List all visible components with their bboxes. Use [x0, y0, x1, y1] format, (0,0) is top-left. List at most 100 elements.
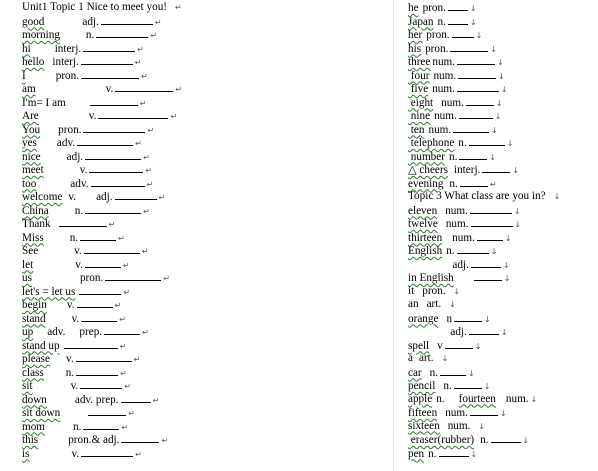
answer-blank[interactable] — [468, 325, 499, 335]
answer-blank[interactable] — [63, 339, 118, 349]
answer-blank[interactable] — [458, 69, 497, 79]
answer-blank[interactable] — [469, 204, 512, 214]
answer-blank[interactable] — [473, 271, 502, 281]
answer-blank[interactable] — [453, 123, 490, 133]
answer-blank[interactable] — [459, 177, 488, 187]
answer-blank[interactable] — [80, 231, 117, 241]
answer-blank[interactable] — [120, 393, 151, 403]
vocab-word: Are — [22, 110, 39, 122]
part-of-speech: v. — [79, 164, 88, 176]
vocab-word: class — [22, 366, 44, 379]
answer-blank[interactable] — [76, 298, 113, 308]
vocab-row: twelve num. ↓ — [408, 217, 588, 231]
part-of-speech: num. — [433, 69, 457, 82]
answer-blank[interactable] — [465, 96, 494, 106]
answer-blank[interactable] — [469, 406, 498, 416]
part-of-speech: n. — [458, 137, 467, 149]
paragraph-mark-icon: ↓ — [512, 166, 520, 175]
answer-blank[interactable] — [470, 258, 501, 268]
paragraph-mark-icon: ↓ — [504, 233, 512, 243]
answer-blank[interactable] — [76, 366, 119, 376]
answer-blank[interactable] — [75, 352, 132, 362]
answer-blank[interactable] — [447, 15, 468, 25]
vocab-row: number n. ↓ — [408, 150, 588, 164]
answer-blank[interactable] — [468, 136, 505, 146]
vocab-word: pen — [408, 447, 425, 460]
answer-blank[interactable] — [83, 123, 146, 133]
answer-blank[interactable] — [85, 204, 142, 214]
vocab-word: Miss — [22, 231, 44, 244]
answer-blank[interactable] — [58, 217, 107, 227]
answer-blank[interactable] — [115, 82, 174, 92]
vocab-row: three num. ↓ — [408, 55, 588, 69]
paragraph-mark-icon: ↵ — [143, 206, 150, 216]
answer-blank[interactable] — [81, 69, 140, 79]
answer-blank[interactable] — [470, 217, 513, 227]
answer-blank[interactable] — [490, 433, 521, 443]
vocab-word: is — [22, 447, 30, 460]
vocab-word — [408, 326, 430, 340]
vocab-row: mom n. ↵ — [22, 420, 202, 434]
answer-blank[interactable] — [438, 447, 469, 457]
vocab-word: begin — [22, 299, 47, 311]
paragraph-mark-icon: ↵ — [147, 125, 155, 135]
answer-blank[interactable] — [456, 244, 489, 254]
answer-blank[interactable] — [450, 42, 489, 52]
paragraph-mark-icon: ↵ — [142, 328, 149, 337]
answer-blank[interactable] — [121, 433, 160, 443]
answer-blank[interactable] — [114, 190, 157, 200]
answer-blank[interactable] — [456, 82, 499, 92]
answer-blank[interactable] — [79, 285, 122, 295]
answer-blank[interactable] — [85, 150, 142, 160]
answer-blank[interactable] — [104, 325, 141, 335]
answer-blank[interactable] — [96, 28, 149, 38]
vocab-row: it pron. ↓ — [408, 285, 588, 299]
answer-blank[interactable] — [83, 42, 136, 52]
answer-blank[interactable] — [451, 28, 474, 38]
answer-blank[interactable] — [81, 312, 118, 322]
vocab-row: class n. ↵ — [22, 366, 202, 380]
vocab-word: ten — [408, 123, 425, 136]
answer-blank[interactable] — [444, 339, 473, 349]
vocab-row: stand up ↵ — [22, 339, 202, 353]
answer-blank[interactable] — [458, 109, 493, 119]
paragraph-mark-icon: ↓ — [513, 206, 521, 216]
answer-blank[interactable] — [476, 231, 503, 241]
paragraph-mark-icon: ↓ — [498, 71, 505, 81]
paragraph-mark-icon: ↓ — [470, 449, 478, 459]
vocab-word: nice — [22, 150, 41, 163]
vocab-word: please — [22, 353, 50, 365]
answer-blank[interactable] — [453, 379, 482, 389]
part-of-speech: art. — [426, 298, 442, 310]
answer-blank[interactable] — [447, 1, 468, 11]
answer-blank[interactable] — [77, 136, 134, 146]
part-of-speech: n. — [436, 392, 445, 405]
answer-blank[interactable] — [88, 406, 127, 416]
answer-blank[interactable] — [83, 420, 120, 430]
answer-blank[interactable] — [98, 109, 169, 119]
answer-blank[interactable] — [84, 258, 121, 268]
answer-blank[interactable] — [459, 150, 488, 160]
answer-blank[interactable] — [81, 447, 134, 457]
answer-blank[interactable] — [457, 55, 496, 65]
answer-blank[interactable] — [454, 312, 483, 322]
answer-blank[interactable] — [80, 379, 123, 389]
paragraph-mark-icon: ↓ — [530, 394, 538, 404]
answer-blank[interactable] — [89, 163, 144, 173]
vocab-row: adj. ↓ — [408, 258, 588, 272]
vocab-row: meet v. ↵ — [22, 163, 202, 177]
answer-blank[interactable] — [482, 163, 511, 173]
answer-blank[interactable] — [80, 55, 133, 65]
answer-blank[interactable] — [105, 271, 162, 281]
vocab-word: See — [22, 245, 39, 257]
vocab-word: welcome — [22, 191, 63, 203]
answer-blank[interactable] — [100, 15, 153, 25]
vocab-row: her pron. ↓ — [408, 28, 588, 42]
answer-blank[interactable] — [90, 177, 145, 187]
answer-blank[interactable] — [83, 244, 140, 254]
vocab-row: English n. ↓ — [408, 244, 588, 258]
answer-blank[interactable] — [440, 366, 467, 376]
answer-blank[interactable] — [89, 96, 138, 106]
vocab-row: hello interj. ↵ — [22, 55, 202, 69]
part-of-speech: num. — [445, 407, 468, 419]
